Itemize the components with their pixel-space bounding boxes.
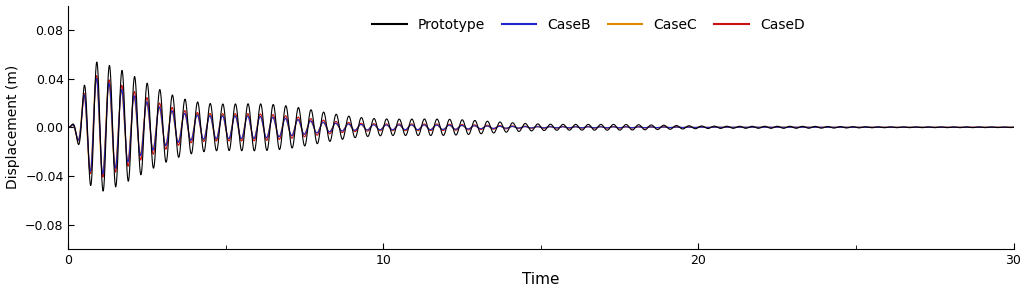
CaseD bbox=[288, 134, 300, 138]
CaseC bbox=[292, 118, 304, 122]
Prototype bbox=[1007, 125, 1020, 129]
Line: CaseB: CaseB bbox=[69, 79, 1014, 174]
CaseB bbox=[1000, 125, 1013, 129]
CaseB bbox=[282, 124, 295, 127]
CaseD bbox=[1000, 125, 1013, 129]
CaseC bbox=[90, 76, 103, 80]
CaseC bbox=[282, 125, 295, 128]
CaseB bbox=[1007, 125, 1020, 129]
Legend: Prototype, CaseB, CaseC, CaseD: Prototype, CaseB, CaseC, CaseD bbox=[367, 13, 810, 38]
CaseD bbox=[282, 122, 295, 126]
Line: Prototype: Prototype bbox=[69, 62, 1014, 191]
CaseD bbox=[1007, 125, 1020, 129]
CaseB bbox=[486, 127, 498, 130]
Prototype bbox=[1000, 125, 1013, 129]
CaseD bbox=[486, 127, 498, 131]
Prototype bbox=[292, 106, 304, 110]
CaseC bbox=[1007, 125, 1020, 129]
CaseB bbox=[90, 77, 103, 80]
CaseD bbox=[90, 74, 103, 77]
CaseC bbox=[97, 172, 109, 176]
CaseB bbox=[288, 132, 300, 135]
Prototype bbox=[90, 60, 103, 64]
CaseC bbox=[1000, 125, 1013, 129]
CaseD bbox=[419, 122, 431, 126]
CaseB bbox=[97, 172, 109, 176]
X-axis label: Time: Time bbox=[523, 272, 560, 287]
Y-axis label: Displacement (m): Displacement (m) bbox=[5, 65, 20, 189]
Line: CaseD: CaseD bbox=[69, 76, 1014, 177]
Prototype bbox=[282, 117, 295, 121]
CaseC bbox=[486, 127, 498, 130]
CaseC bbox=[419, 123, 431, 127]
Prototype bbox=[486, 130, 498, 133]
Prototype bbox=[63, 125, 75, 129]
CaseD bbox=[292, 115, 304, 119]
CaseC bbox=[288, 131, 300, 134]
CaseB bbox=[292, 118, 304, 121]
CaseB bbox=[63, 125, 75, 129]
CaseD bbox=[97, 175, 109, 179]
CaseC bbox=[63, 125, 75, 129]
Prototype bbox=[97, 189, 109, 193]
Prototype bbox=[419, 117, 431, 121]
CaseB bbox=[419, 123, 431, 127]
Line: CaseC: CaseC bbox=[69, 78, 1014, 174]
Prototype bbox=[288, 143, 300, 146]
CaseD bbox=[63, 125, 75, 129]
